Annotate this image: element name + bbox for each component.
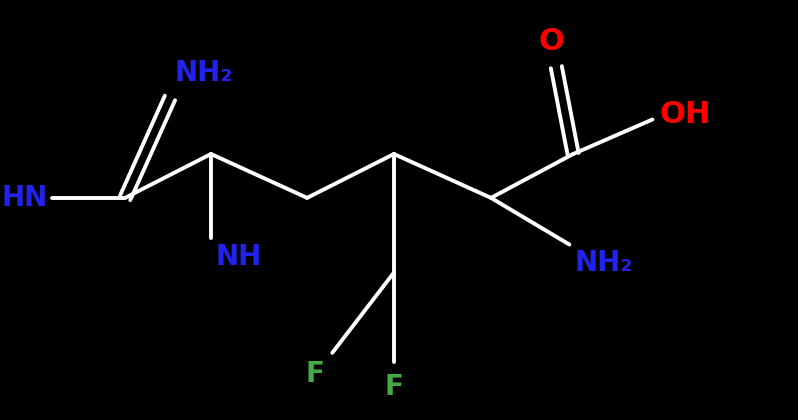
Text: F: F [306,360,325,388]
Text: NH₂: NH₂ [574,249,633,277]
Text: NH: NH [215,243,262,270]
Text: OH: OH [660,100,711,129]
Text: HN: HN [2,184,48,212]
Text: NH₂: NH₂ [175,59,233,87]
Text: F: F [385,373,403,402]
Text: O: O [539,27,565,56]
